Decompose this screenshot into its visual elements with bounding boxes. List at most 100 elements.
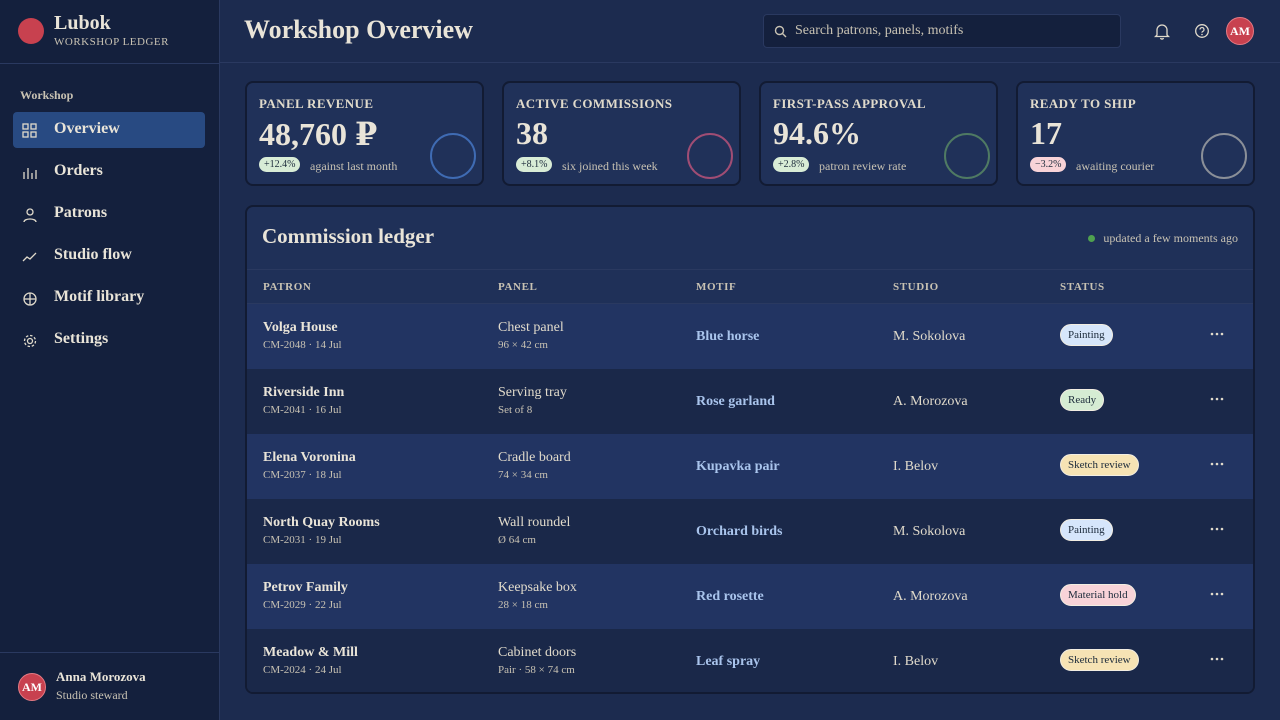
column-header: MOTIF	[696, 281, 737, 293]
patron-name: Elena Voronina	[263, 450, 356, 465]
kpi-label: PANEL REVENUE	[259, 96, 374, 111]
kpi-delta: +8.1%	[516, 157, 553, 172]
kpi-card: FIRST-PASS APPROVAL 94.6% +2.8% patron revi…	[759, 81, 998, 186]
search-icon	[774, 25, 787, 38]
row-menu[interactable]	[1209, 456, 1225, 477]
brand-name: Lubok	[54, 12, 111, 34]
nav-label: Motif library	[54, 288, 145, 305]
search-box[interactable]: Search patrons, panels, motifs	[763, 14, 1121, 48]
order-ref: CM-2029 · 22 Jul	[263, 599, 342, 611]
motif-link[interactable]: Red rosette	[696, 589, 764, 604]
kpi-value: 38	[516, 115, 548, 151]
column-header: PATRON	[263, 281, 312, 293]
kpi-value: 94.6%	[773, 115, 861, 151]
kpi-delta: +2.8%	[773, 157, 810, 172]
ledger-card: Commission ledger updated a few moments …	[245, 205, 1255, 694]
row-menu[interactable]	[1209, 651, 1225, 672]
row-menu[interactable]	[1209, 391, 1225, 412]
status-dot	[1088, 235, 1096, 242]
ledger-row[interactable]: North Quay Rooms CM-2031 · 19 Jul Wall rou…	[247, 499, 1253, 564]
ledger-row[interactable]: Riverside Inn CM-2041 · 16 Jul Serving tra…	[247, 369, 1253, 434]
table-header: PATRON PANEL MOTIF STUDIO STATUS	[247, 269, 1253, 304]
nav-item[interactable]: Orders	[13, 154, 205, 190]
kpi-delta: +12.4%	[259, 157, 301, 172]
nav-item[interactable]: Overview	[13, 112, 205, 148]
more-icon	[1210, 397, 1224, 401]
status-badge: Material hold	[1060, 584, 1136, 606]
studio-name: I. Belov	[893, 459, 939, 474]
row-menu[interactable]	[1209, 521, 1225, 542]
ledger-row[interactable]: Petrov Family CM-2029 · 22 Jul Keepsake bo…	[247, 564, 1253, 629]
ledger-row[interactable]: Volga House CM-2048 · 14 Jul Chest panel 96…	[247, 304, 1253, 369]
header-avatar[interactable]: AM	[1226, 17, 1254, 45]
column-header: STATUS	[1060, 281, 1105, 293]
nav-icon	[23, 208, 37, 223]
kpi-ring	[430, 133, 476, 179]
motif-link[interactable]: Kupavka pair	[696, 459, 780, 474]
row-menu[interactable]	[1209, 586, 1225, 607]
user-avatar[interactable]: AM	[18, 673, 46, 701]
user-footer: AM Anna Morozova Studio steward	[0, 652, 219, 720]
nav-label: Patrons	[54, 204, 108, 221]
panel-size: 96 × 42 cm	[498, 339, 548, 351]
more-icon	[1210, 527, 1224, 531]
ledger-row[interactable]: Elena Voronina CM-2037 · 18 Jul Cradle boa…	[247, 434, 1253, 499]
kpi-note: six joined this week	[562, 159, 658, 173]
motif-link[interactable]: Rose garland	[696, 394, 775, 409]
kpi-ring	[687, 133, 733, 179]
motif-link[interactable]: Leaf spray	[696, 654, 761, 669]
order-ref: CM-2048 · 14 Jul	[263, 339, 342, 351]
kpi-ring	[1201, 133, 1247, 179]
ledger-row[interactable]: Meadow & Mill CM-2024 · 24 Jul Cabinet doo…	[247, 629, 1253, 692]
kpi-note: awaiting courier	[1076, 159, 1155, 173]
nav-item[interactable]: Patrons	[13, 196, 205, 232]
notifications-button[interactable]	[1154, 22, 1170, 40]
row-menu[interactable]	[1209, 326, 1225, 347]
studio-name: A. Morozova	[893, 589, 968, 604]
order-ref: CM-2041 · 16 Jul	[263, 404, 342, 416]
patron-name: North Quay Rooms	[263, 515, 380, 530]
nav-item[interactable]: Motif library	[13, 280, 205, 316]
kpi-card: READY TO SHIP 17 −3.2% awaiting courier	[1016, 81, 1255, 186]
ledger-title: Commission ledger	[262, 224, 435, 248]
panel-name: Chest panel	[498, 320, 564, 335]
nav-section: Workshop	[20, 88, 74, 102]
panel-size: Pair · 58 × 74 cm	[498, 664, 575, 676]
patron-name: Meadow & Mill	[263, 645, 358, 660]
motif-link[interactable]: Blue horse	[696, 329, 760, 344]
kpi-label: ACTIVE COMMISSIONS	[516, 96, 673, 111]
kpi-label: FIRST-PASS APPROVAL	[773, 96, 926, 111]
logo	[18, 18, 44, 44]
help-button[interactable]	[1194, 22, 1210, 40]
panel-name: Wall roundel	[498, 515, 571, 530]
studio-name: A. Morozova	[893, 394, 968, 409]
column-header: STUDIO	[893, 281, 939, 293]
column-header: PANEL	[498, 281, 538, 293]
status-badge: Ready	[1060, 389, 1105, 411]
order-ref: CM-2031 · 19 Jul	[263, 534, 342, 546]
more-icon	[1210, 332, 1224, 336]
motif-link[interactable]: Orchard birds	[696, 524, 783, 539]
panel-size: 28 × 18 cm	[498, 599, 548, 611]
panel-size: Set of 8	[498, 404, 533, 416]
kpi-note: patron review rate	[819, 159, 907, 173]
nav-label: Overview	[54, 120, 120, 137]
kpi-note: against last month	[310, 159, 398, 173]
nav-label: Studio flow	[54, 246, 132, 263]
status-badge: Sketch review	[1060, 649, 1139, 671]
nav-icon	[22, 123, 37, 138]
nav-label: Settings	[54, 330, 109, 347]
nav-item[interactable]: Settings	[13, 322, 205, 358]
studio-name: M. Sokolova	[893, 329, 966, 344]
page-title: Workshop Overview	[244, 15, 473, 44]
patron-name: Volga House	[263, 320, 338, 335]
nav-icon	[23, 168, 37, 179]
nav-item[interactable]: Studio flow	[13, 238, 205, 274]
user-role: Studio steward	[56, 688, 128, 702]
nav-icon	[23, 334, 37, 348]
patron-name: Riverside Inn	[263, 385, 345, 400]
kpi-delta: −3.2%	[1030, 157, 1067, 172]
sidebar: Lubok WORKSHOP LEDGER Workshop Overview O…	[0, 0, 220, 720]
nav-label: Orders	[54, 162, 103, 179]
